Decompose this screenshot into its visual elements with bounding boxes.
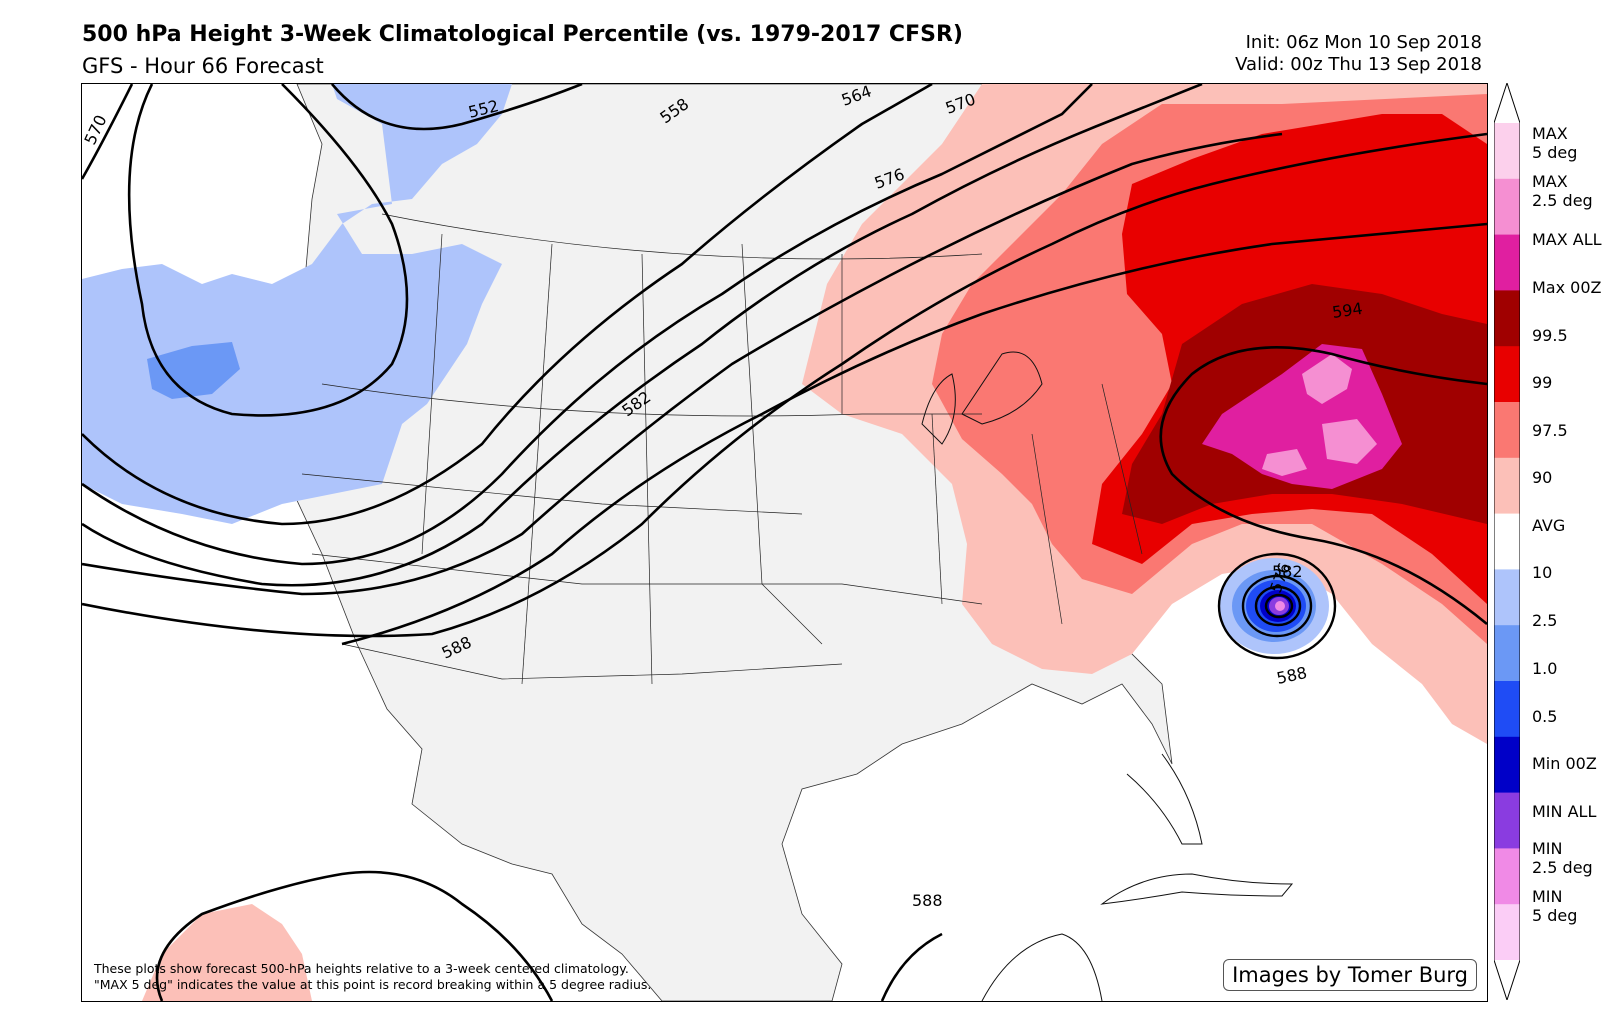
colorbar-segment: [1494, 848, 1520, 905]
colorbar-label: 1.0: [1532, 658, 1558, 678]
tropical-low-minall: [1275, 601, 1285, 611]
contour-label: 588: [1275, 663, 1309, 688]
colorbar-label: Min 00Z: [1532, 753, 1597, 773]
colorbar-segment: [1494, 290, 1520, 347]
valid-time: Valid: 00z Thu 13 Sep 2018: [1235, 54, 1482, 75]
colorbar-label: Max 00Z: [1532, 277, 1602, 297]
colorbar-segment: [1494, 457, 1520, 515]
footnote-line-1: These plots show forecast 500-hPa height…: [94, 961, 629, 976]
colorbar-segment: [1494, 83, 1520, 123]
colorbar-label: MIN 5 deg: [1532, 887, 1578, 925]
map-panel: 570 552 558 564 570 576 582 588 594 582 …: [81, 83, 1488, 1002]
colorbar-segment: [1494, 402, 1520, 459]
contour-label: 588: [912, 891, 943, 910]
map-canvas: 570 552 558 564 570 576 582 588 594 582 …: [82, 84, 1487, 1001]
negative-anomaly-core: [147, 342, 240, 399]
colorbar-label: 90: [1532, 467, 1553, 487]
contour-label: 594: [1331, 299, 1364, 322]
footnote: These plots show forecast 500-hPa height…: [94, 961, 651, 993]
figure-subtitle: GFS - Hour 66 Forecast: [82, 54, 324, 78]
colorbar-segment: [1494, 736, 1520, 794]
colorbar-label: 2.5: [1532, 610, 1558, 630]
colorbar-label: 99.5: [1532, 325, 1568, 345]
colorbar-label: MAX 2.5 deg: [1532, 172, 1593, 210]
negative-anomaly-west: [82, 84, 512, 524]
colorbar-segment: [1494, 123, 1520, 180]
max-all-region: [1262, 354, 1377, 476]
contour-label: 582: [1272, 562, 1303, 581]
colorbar-label: MAX 5 deg: [1532, 124, 1578, 162]
colorbar: [1494, 83, 1520, 1000]
footnote-line-2: "MAX 5 deg" indicates the value at this …: [94, 977, 652, 992]
figure-title: 500 hPa Height 3-Week Climatological Per…: [82, 22, 963, 47]
colorbar-segment: [1494, 178, 1520, 236]
colorbar-label: MIN 2.5 deg: [1532, 839, 1593, 877]
colorbar-label: MIN ALL: [1532, 801, 1597, 821]
positive-anomaly-sw: [142, 904, 312, 1001]
colorbar-segment: [1494, 513, 1520, 570]
contour-label: 570: [82, 112, 111, 148]
colorbar-segment: [1494, 681, 1520, 738]
colorbar-label: 10: [1532, 562, 1553, 582]
colorbar-segment: [1494, 346, 1520, 403]
colorbar-label: MAX ALL: [1532, 229, 1602, 249]
colorbar-segment: [1494, 234, 1520, 291]
colorbar-label: 99: [1532, 372, 1553, 392]
colorbar-segment: [1494, 792, 1520, 849]
colorbar-label: 97.5: [1532, 420, 1568, 440]
colorbar-segment: [1494, 960, 1520, 1000]
height-contours: [82, 84, 1487, 1001]
image-credit: Images by Tomer Burg: [1223, 959, 1477, 991]
colorbar-segment: [1494, 625, 1520, 682]
tropical-low-contours: [1217, 552, 1337, 660]
colorbar-label: 0.5: [1532, 706, 1558, 726]
init-time: Init: 06z Mon 10 Sep 2018: [1245, 32, 1482, 53]
colorbar-segment: [1494, 569, 1520, 626]
colorbar-segment: [1494, 904, 1520, 961]
coastlines: [921, 351, 1294, 1001]
colorbar-label: AVG: [1532, 515, 1566, 535]
